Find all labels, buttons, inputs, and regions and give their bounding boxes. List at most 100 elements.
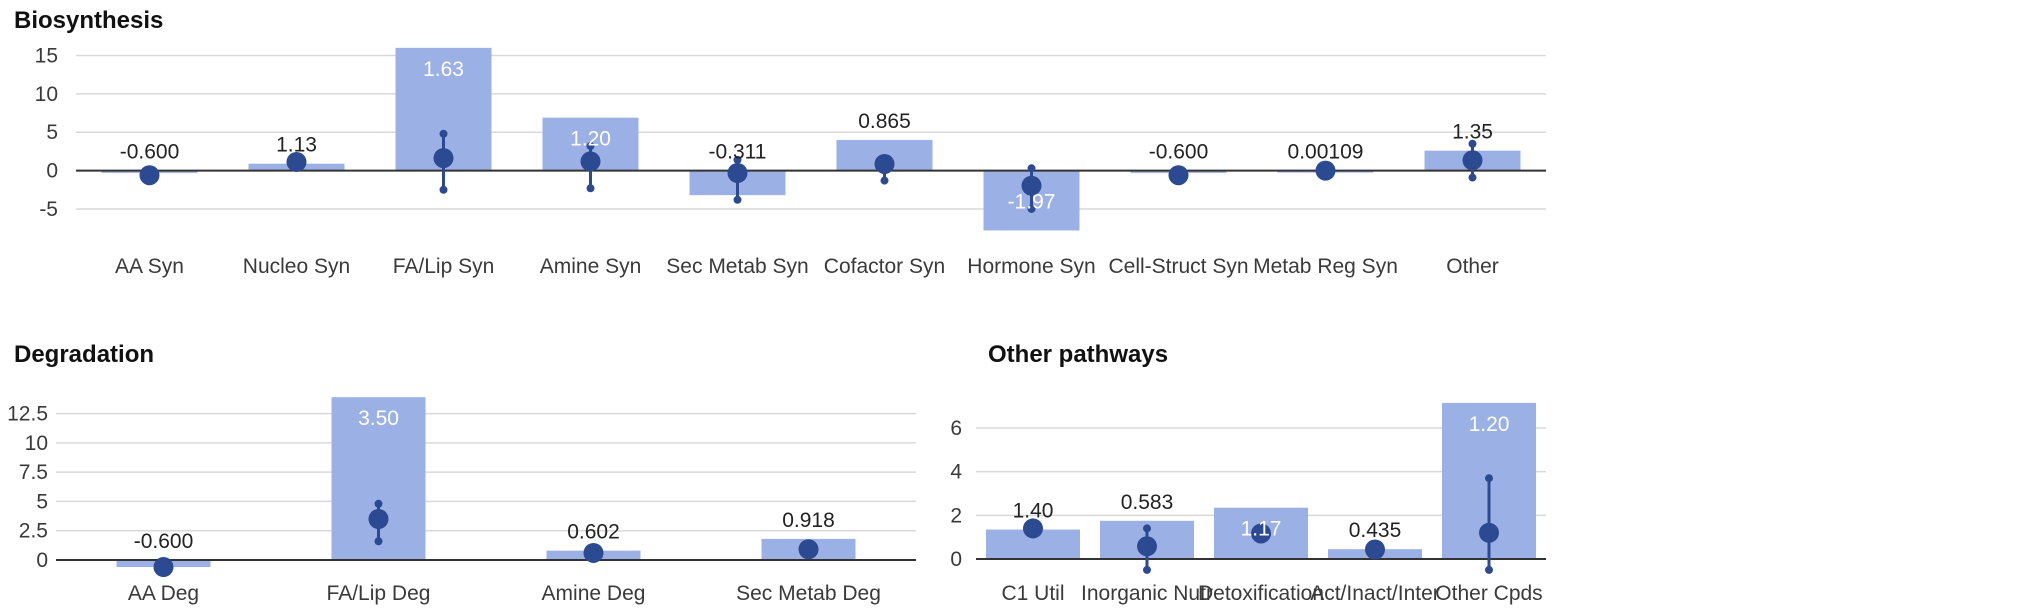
- biosynthesis-gridlines: [76, 54, 1546, 210]
- range-min-point: [733, 195, 742, 204]
- x-category-label: Cell-Struct Syn: [1108, 255, 1248, 278]
- other-pathways-data-labels: 1.40 0.583 1.17 0.435 1.20: [1013, 413, 1510, 542]
- x-category-label: Cofactor Syn: [824, 255, 945, 278]
- data-label: -0.600: [134, 530, 194, 553]
- data-label: 0.918: [782, 509, 835, 532]
- data-label: 0.00109: [1288, 141, 1364, 164]
- median-point: [583, 542, 604, 563]
- data-label: 1.20: [570, 128, 611, 151]
- median-point: [1023, 518, 1043, 539]
- y-tick-label: 0: [46, 160, 58, 183]
- x-category-label: Sec Metab Syn: [666, 255, 808, 278]
- x-category-label: Nucleo Syn: [243, 255, 350, 278]
- x-category-label: Other Cpds: [1435, 582, 1542, 605]
- other-pathways-title: Other pathways: [988, 341, 1168, 368]
- degradation-title: Degradation: [14, 341, 154, 368]
- range-min-point: [586, 184, 595, 193]
- y-tick-label: -5: [39, 198, 58, 221]
- x-category-label: FA/Lip Deg: [327, 582, 431, 605]
- other-pathways-x-axis: C1 Util Inorganic Nutr Detoxification Ac…: [1001, 582, 1542, 605]
- x-category-label: Detoxification: [1198, 582, 1324, 605]
- median-point: [1251, 523, 1271, 544]
- range-max-point: [374, 499, 383, 508]
- data-label: -0.311: [709, 141, 767, 164]
- y-tick-label: 0: [950, 548, 962, 571]
- range-max-point: [439, 129, 448, 138]
- data-label: 1.20: [1469, 413, 1510, 436]
- biosynthesis-panel: Biosynthesis 15 10 5 0 -5 -0.600 1.13 1.…: [14, 7, 1546, 278]
- median-point: [1168, 165, 1189, 186]
- median-point: [580, 151, 601, 172]
- y-tick-label: 10: [25, 432, 48, 455]
- range-max-point: [1485, 474, 1493, 483]
- data-label: 3.50: [358, 407, 399, 430]
- y-tick-label: 5: [36, 490, 48, 513]
- x-category-label: Metab Reg Syn: [1253, 255, 1398, 278]
- x-category-label: Inorganic Nutr: [1081, 582, 1213, 605]
- x-category-label: Sec Metab Deg: [736, 582, 881, 605]
- data-label: 1.63: [423, 58, 464, 81]
- biosynthesis-points: [139, 148, 1483, 196]
- range-min-point: [439, 185, 448, 194]
- range-max-point: [1027, 164, 1036, 173]
- data-label: 1.40: [1013, 500, 1054, 523]
- other-pathways-points: [1023, 518, 1499, 560]
- range-min-point: [1468, 173, 1477, 182]
- x-category-label: C1 Util: [1001, 582, 1064, 605]
- data-label: 0.435: [1349, 519, 1402, 542]
- range-max-point: [1143, 524, 1151, 533]
- other-pathways-y-axis: 6 4 2 0: [950, 417, 962, 571]
- biosynthesis-x-axis: AA Syn Nucleo Syn FA/Lip Syn Amine Syn S…: [115, 255, 1499, 278]
- median-point: [1137, 536, 1157, 557]
- median-point: [1462, 150, 1483, 171]
- median-point: [139, 165, 160, 186]
- degradation-data-labels: -0.600 3.50 0.602 0.918: [134, 407, 835, 553]
- range-min-point: [374, 537, 383, 546]
- degradation-points: [153, 509, 819, 578]
- data-label: 1.13: [276, 134, 317, 157]
- data-label: 1.17: [1241, 518, 1282, 541]
- range-max-point: [1468, 139, 1477, 148]
- biosynthesis-data-labels: -0.600 1.13 1.63 1.20 -0.311 0.865 -1.97…: [120, 58, 1493, 214]
- data-label: -0.600: [120, 141, 180, 164]
- x-category-label: Hormone Syn: [967, 255, 1095, 278]
- data-label: 0.865: [858, 110, 911, 133]
- median-point: [153, 557, 174, 578]
- x-category-label: Amine Syn: [540, 255, 642, 278]
- median-point: [433, 148, 454, 169]
- x-category-label: FA/Lip Syn: [393, 255, 495, 278]
- data-label: 1.35: [1452, 121, 1493, 144]
- x-category-label: Other: [1446, 255, 1499, 278]
- range-min-point: [880, 176, 889, 185]
- range-max-point: [733, 155, 742, 164]
- median-point: [1021, 175, 1042, 196]
- degradation-gridlines: [56, 412, 916, 532]
- degradation-panel: Degradation 12.5 10 7.5 5 2.5 0 -0.600 3…: [7, 341, 916, 605]
- median-point: [727, 162, 748, 183]
- degradation-y-axis: 12.5 10 7.5 5 2.5 0: [7, 403, 48, 572]
- x-category-label: AA Syn: [115, 255, 184, 278]
- x-category-label: Act/Inact/Inter: [1310, 582, 1440, 605]
- data-label: 0.602: [567, 521, 620, 544]
- median-point: [798, 539, 819, 560]
- y-tick-label: 4: [950, 461, 962, 484]
- biosynthesis-title: Biosynthesis: [14, 7, 163, 34]
- degradation-x-axis: AA Deg FA/Lip Deg Amine Deg Sec Metab De…: [128, 582, 881, 605]
- range-min-point: [1027, 204, 1036, 213]
- median-point: [1315, 160, 1336, 181]
- range-max-point: [586, 142, 595, 151]
- y-tick-label: 2.5: [19, 520, 48, 543]
- y-tick-label: 7.5: [19, 461, 48, 484]
- degradation-bars: [116, 397, 856, 568]
- y-tick-label: 12.5: [7, 403, 48, 426]
- median-point: [1479, 522, 1499, 543]
- data-label: -0.600: [1149, 141, 1209, 164]
- median-point: [874, 153, 895, 174]
- y-tick-label: 0: [36, 549, 48, 572]
- y-tick-label: 10: [35, 83, 58, 106]
- y-tick-label: 2: [950, 504, 962, 527]
- median-point: [368, 509, 389, 529]
- x-category-label: AA Deg: [128, 582, 199, 605]
- x-category-label: Amine Deg: [542, 582, 646, 605]
